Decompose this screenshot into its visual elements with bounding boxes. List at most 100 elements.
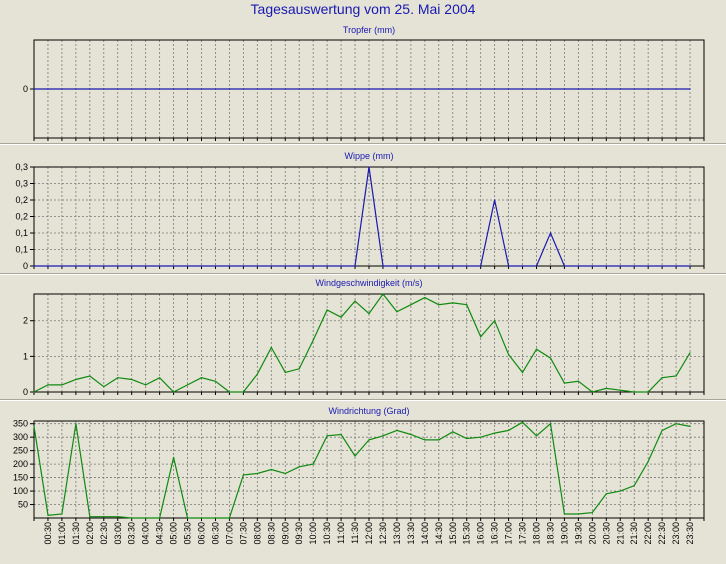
- x-tick-label: 05:30: [183, 522, 193, 545]
- data-point: [340, 88, 342, 90]
- data-point: [312, 88, 314, 90]
- data-point: [605, 493, 607, 495]
- data-point: [410, 265, 412, 267]
- y-tick-label: 0,2: [15, 195, 28, 205]
- data-point: [521, 371, 524, 373]
- data-point: [242, 265, 244, 267]
- y-tick-label: 0: [23, 261, 28, 271]
- data-point: [396, 311, 398, 313]
- data-point: [661, 88, 663, 90]
- data-point: [563, 88, 566, 90]
- data-point: [89, 375, 91, 377]
- data-point: [535, 348, 538, 350]
- data-point: [466, 304, 468, 306]
- data-point: [242, 88, 244, 90]
- chart-title: Wippe (mm): [345, 151, 394, 161]
- data-point: [521, 421, 524, 423]
- data-point: [424, 88, 426, 90]
- data-point: [298, 265, 300, 267]
- x-tick-label: 20:00: [587, 522, 597, 545]
- data-point: [507, 429, 510, 432]
- data-point: [159, 377, 161, 379]
- data-point: [591, 512, 593, 514]
- data-point: [228, 517, 231, 519]
- data-point: [117, 88, 119, 90]
- x-tick-label: 15:30: [462, 522, 472, 545]
- x-tick-label: 21:00: [615, 522, 625, 545]
- x-tick-label: 05:00: [169, 522, 179, 545]
- x-tick-label: 03:00: [113, 522, 123, 545]
- data-point: [47, 88, 49, 90]
- y-tick-label: 50: [18, 500, 28, 510]
- x-tick-label: 06:00: [197, 522, 207, 545]
- data-point: [424, 439, 426, 441]
- panel-divider: [0, 143, 726, 145]
- data-point: [159, 265, 161, 267]
- data-point: [172, 88, 175, 90]
- data-point: [256, 373, 258, 375]
- x-tick-label: 03:30: [127, 522, 137, 545]
- data-point: [368, 88, 370, 90]
- data-point: [563, 382, 566, 384]
- data-point: [647, 88, 649, 90]
- data-point: [117, 265, 119, 267]
- data-point: [75, 88, 77, 90]
- x-tick-label: 06:30: [210, 522, 220, 545]
- data-point: [33, 391, 35, 393]
- data-point: [47, 265, 49, 267]
- y-tick-label: 1: [23, 351, 28, 361]
- data-point: [145, 88, 147, 90]
- data-point: [675, 265, 677, 267]
- data-point: [172, 265, 175, 267]
- data-point: [61, 265, 63, 267]
- x-tick-label: 11:00: [336, 522, 346, 544]
- data-point: [284, 88, 286, 90]
- data-point: [214, 88, 217, 90]
- data-point: [396, 429, 398, 432]
- data-point: [89, 88, 91, 90]
- data-point: [535, 435, 538, 437]
- data-point: [270, 346, 272, 349]
- data-point: [354, 455, 356, 457]
- data-point: [284, 472, 286, 475]
- data-point: [466, 265, 468, 267]
- data-point: [494, 432, 496, 434]
- data-point: [675, 375, 677, 377]
- chart-title: Windrichtung (Grad): [328, 406, 409, 416]
- x-tick-label: 09:30: [294, 522, 304, 545]
- data-point: [145, 517, 147, 519]
- x-tick-label: 18:30: [545, 522, 555, 545]
- data-point: [689, 425, 691, 427]
- data-point: [256, 88, 258, 90]
- data-point: [354, 265, 356, 267]
- data-point: [33, 88, 35, 90]
- x-tick-label: 12:00: [364, 522, 374, 545]
- data-point: [549, 357, 552, 359]
- data-point: [242, 391, 244, 393]
- x-tick-label: 14:00: [420, 522, 430, 545]
- data-point: [131, 88, 133, 90]
- data-point: [438, 88, 440, 90]
- data-point: [689, 265, 691, 267]
- y-tick-label: 2: [23, 316, 28, 326]
- data-point: [186, 88, 189, 90]
- data-point: [591, 265, 593, 267]
- data-point: [689, 352, 691, 354]
- data-point: [619, 490, 621, 492]
- data-point: [298, 368, 300, 370]
- x-tick-label: 01:30: [71, 522, 81, 545]
- y-tick-label: 300: [13, 432, 28, 442]
- data-point: [89, 516, 91, 518]
- data-point: [563, 513, 566, 515]
- data-point: [270, 468, 272, 471]
- data-point: [214, 380, 217, 382]
- x-tick-label: 13:30: [406, 522, 416, 545]
- data-point: [424, 296, 426, 299]
- x-tick-label: 04:30: [155, 522, 165, 545]
- data-point: [605, 88, 607, 90]
- data-point: [145, 384, 147, 386]
- x-tick-label: 18:00: [532, 522, 542, 545]
- data-point: [661, 265, 663, 267]
- series-line: [34, 166, 690, 267]
- data-point: [33, 265, 35, 267]
